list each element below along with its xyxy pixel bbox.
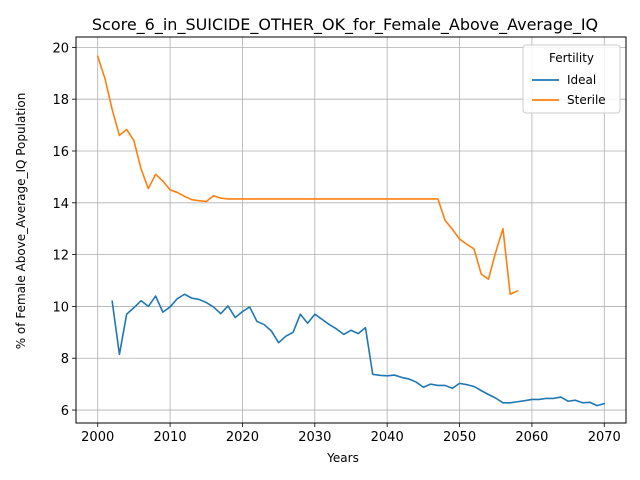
legend-title: Fertility (549, 51, 594, 65)
x-tick-label: 2070 (588, 430, 621, 445)
y-tick-label: 16 (52, 145, 69, 160)
legend: Fertility Ideal Sterile (522, 44, 621, 114)
legend-box (522, 44, 621, 114)
x-tick-label: 2000 (81, 430, 114, 445)
y-tick-label: 10 (52, 300, 69, 315)
x-tick-label: 2050 (443, 430, 476, 445)
chart-title: Score_6_in_SUICIDE_OTHER_OK_for_Female_A… (92, 15, 598, 35)
x-tick-label: 2010 (154, 430, 187, 445)
x-tick-label: 2040 (371, 430, 404, 445)
x-tick-label: 2060 (515, 430, 548, 445)
y-tick-label: 20 (52, 41, 69, 56)
x-axis-ticks: 2000 2010 2020 2030 2040 2050 2060 2070 (81, 423, 621, 445)
y-axis-label: % of Female Above_Average_IQ Population (14, 93, 28, 350)
y-tick-label: 18 (52, 93, 69, 108)
x-tick-label: 2030 (298, 430, 331, 445)
x-axis-label: Years (326, 451, 359, 465)
legend-label-sterile: Sterile (567, 93, 606, 107)
legend-label-ideal: Ideal (567, 73, 596, 87)
series-line-ideal (111, 293, 606, 407)
plot-frame (75, 36, 627, 424)
y-tick-label: 8 (61, 352, 69, 367)
y-axis-ticks: 6 8 10 12 14 16 18 20 (52, 41, 76, 419)
x-tick-label: 2020 (226, 430, 259, 445)
series-lines (96, 55, 606, 407)
y-tick-label: 14 (52, 197, 69, 212)
y-tick-label: 12 (52, 249, 69, 264)
series-line-sterile (96, 55, 519, 296)
y-tick-label: 6 (61, 404, 69, 419)
